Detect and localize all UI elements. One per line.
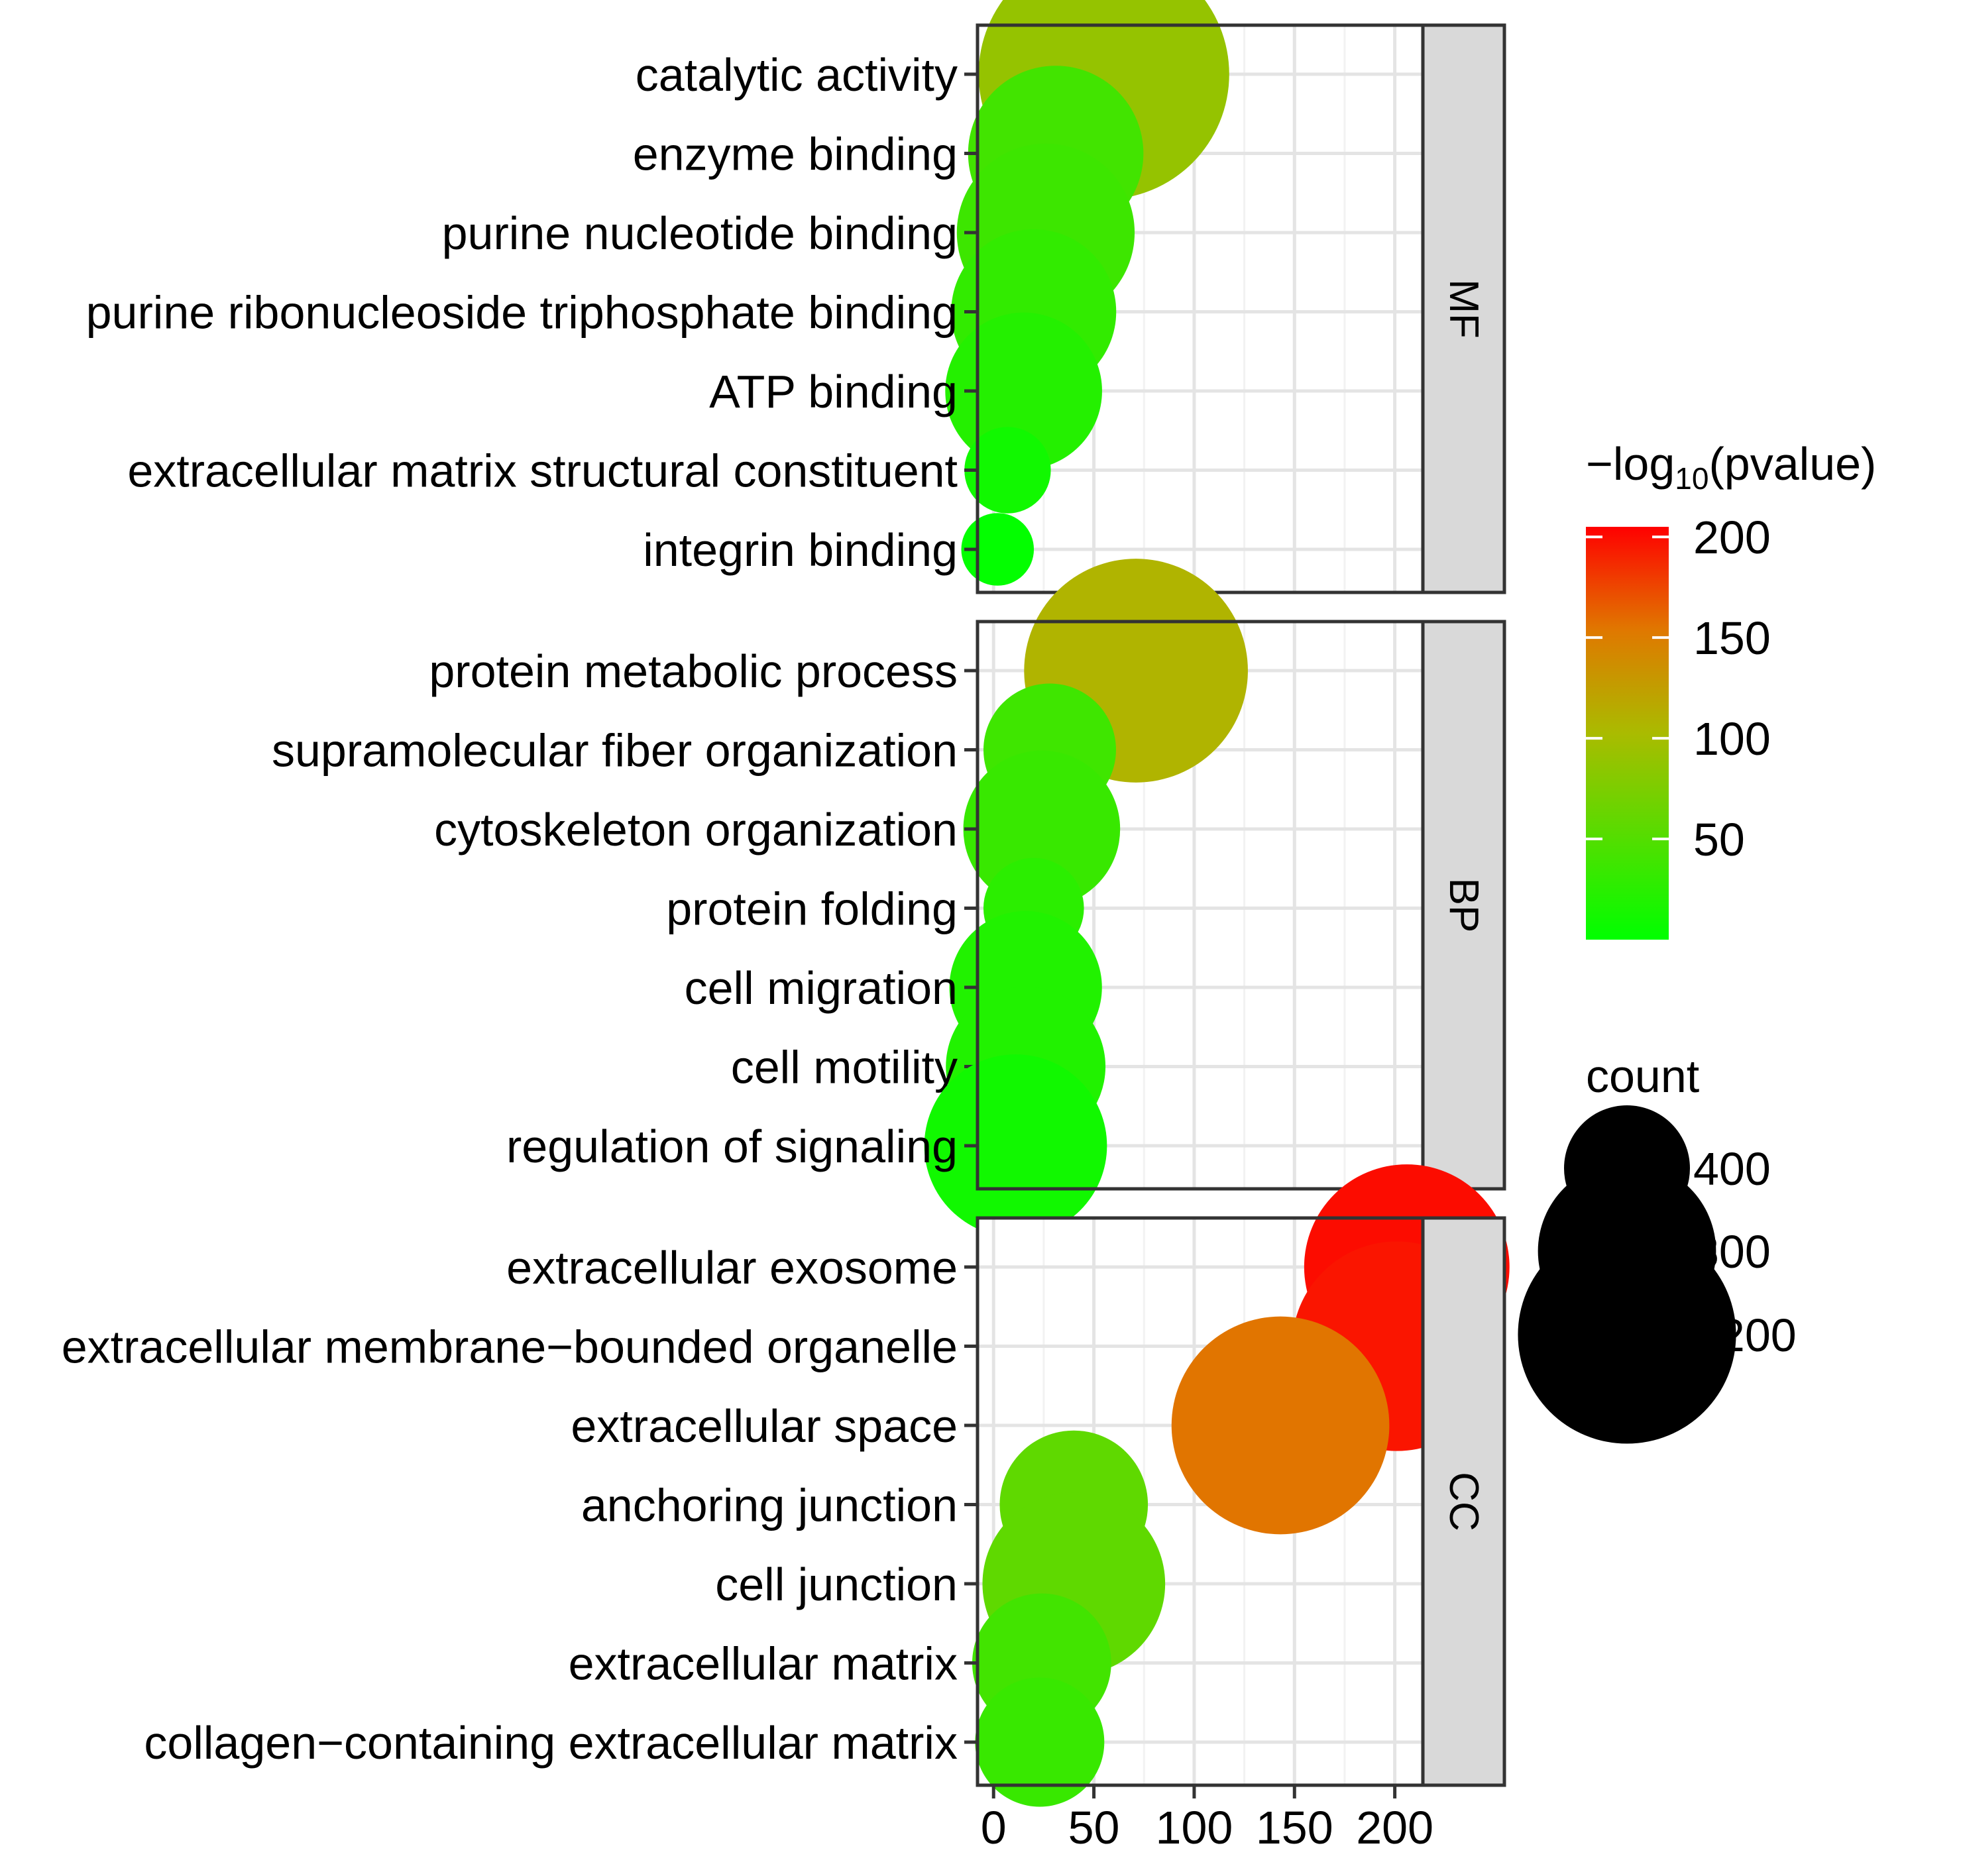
dot-point xyxy=(1171,1316,1390,1535)
panel-bp: protein metabolic process supramolecular … xyxy=(272,559,1506,1237)
y-tick-label: purine nucleotide binding xyxy=(442,207,958,259)
y-tick-label: catalytic activity xyxy=(636,49,958,101)
facet-strip xyxy=(1421,1216,1506,1787)
color-legend-title-prefix: −log xyxy=(1586,438,1675,490)
dot-point xyxy=(964,427,1051,514)
size-legend-dot xyxy=(1518,1225,1736,1444)
y-tick-label: cytoskeleton organization xyxy=(434,804,958,855)
dot-point xyxy=(975,1677,1105,1807)
panels-layer: catalytic activity enzyme binding purine n… xyxy=(62,0,1510,1807)
y-tick-label: supramolecular fiber organization xyxy=(272,725,958,777)
dot-point xyxy=(963,750,1121,908)
y-tick-label: protein folding xyxy=(666,883,958,935)
y-tick-label: ATP binding xyxy=(709,366,958,417)
y-tick-label: cell migration xyxy=(685,962,958,1014)
x-axis: 0 50 100 150 200 xyxy=(981,1785,1433,1853)
size-legend-label: 1200 xyxy=(1693,1309,1797,1361)
y-tick-label: extracellular matrix structural constitu… xyxy=(127,445,958,497)
dot-point xyxy=(945,312,1102,470)
x-tick-label: 100 xyxy=(1156,1802,1233,1853)
facet-label-bp: BP xyxy=(1441,878,1486,933)
facet-strip xyxy=(1421,620,1506,1191)
color-tick-label: 50 xyxy=(1693,814,1745,865)
color-legend-title: −log10(pvalue) xyxy=(1586,438,1876,496)
color-legend-bar xyxy=(1586,527,1669,940)
y-tick-label: extracellular matrix xyxy=(569,1638,958,1690)
facet-label-cc: CC xyxy=(1441,1472,1486,1531)
y-tick-label: collagen−containing extracellular matrix xyxy=(144,1717,958,1769)
color-tick-label: 150 xyxy=(1693,612,1771,664)
y-tick-label: anchoring junction xyxy=(581,1480,958,1531)
panel-mf: catalytic activity enzyme binding purine n… xyxy=(86,0,1506,594)
color-tick-label: 100 xyxy=(1693,713,1771,765)
x-tick-label: 0 xyxy=(981,1802,1007,1853)
facet-label-mf: MF xyxy=(1441,279,1486,339)
size-legend-title: count xyxy=(1586,1050,1699,1102)
facet-strip xyxy=(1421,23,1506,594)
dot-point xyxy=(924,1054,1107,1237)
dot-point xyxy=(961,513,1035,586)
panel-cc: extracellular exosome extracellular membr… xyxy=(62,1164,1510,1807)
color-legend-title-suffix: (pvalue) xyxy=(1709,438,1876,490)
x-tick-label: 50 xyxy=(1068,1802,1120,1853)
x-tick-label: 200 xyxy=(1356,1802,1433,1853)
y-tick-label: extracellular membrane−bounded organelle xyxy=(62,1321,958,1373)
y-tick-label: extracellular space xyxy=(571,1400,958,1452)
y-tick-label: integrin binding xyxy=(643,524,958,576)
y-tick-label: protein metabolic process xyxy=(429,645,958,697)
y-tick-label: extracellular exosome xyxy=(506,1242,958,1294)
y-tick-label: enzyme binding xyxy=(633,129,958,180)
y-tick-label: regulation of signaling xyxy=(506,1121,958,1172)
y-tick-label: purine ribonucleoside triphosphate bindi… xyxy=(86,287,958,339)
y-tick-label: cell motility xyxy=(731,1042,958,1093)
color-legend-ticks: 200 150 100 50 xyxy=(1586,512,1771,865)
legends: −log10(pvalue) 200 150 100 50 count 4008001… xyxy=(1518,438,1876,1444)
x-tick-label: 150 xyxy=(1256,1802,1333,1853)
size-legend-label: 400 xyxy=(1693,1143,1771,1195)
y-tick-label: cell junction xyxy=(715,1559,958,1610)
color-tick-label: 200 xyxy=(1693,512,1771,563)
color-legend-title-sub: 10 xyxy=(1675,461,1709,496)
